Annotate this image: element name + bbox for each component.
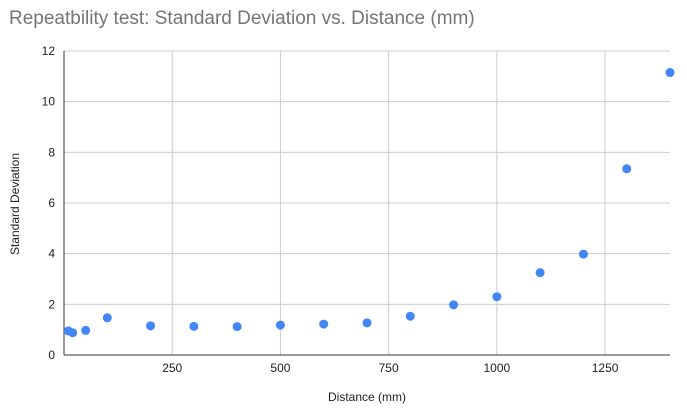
data-points xyxy=(63,68,675,338)
data-point xyxy=(319,319,329,329)
data-point xyxy=(535,268,545,278)
x-tick-label: 250 xyxy=(162,361,182,375)
y-tick-label: 8 xyxy=(48,145,55,159)
y-tick-label: 2 xyxy=(48,297,55,311)
data-point xyxy=(622,164,632,174)
x-tick-label: 750 xyxy=(379,361,399,375)
x-axis-label: Distance (mm) xyxy=(328,390,406,404)
data-point xyxy=(232,322,242,332)
x-tick-label: 500 xyxy=(270,361,290,375)
data-point xyxy=(102,313,112,323)
x-tick-label: 1250 xyxy=(592,361,619,375)
y-tick-label: 0 xyxy=(48,348,55,362)
y-tick-label: 12 xyxy=(42,44,56,58)
y-tick-label: 4 xyxy=(48,247,55,261)
data-point xyxy=(449,300,459,310)
data-point xyxy=(146,321,156,331)
chart-title: Repeatbility test: Standard Deviation vs… xyxy=(9,8,475,29)
y-axis-label: Standard Deviation xyxy=(8,153,22,255)
data-point xyxy=(275,320,285,330)
grid-lines xyxy=(64,50,670,355)
data-point xyxy=(578,249,588,259)
x-tick-label: 1000 xyxy=(484,361,511,375)
y-tick-label: 10 xyxy=(42,95,56,109)
y-tick-label: 6 xyxy=(48,196,55,210)
data-point xyxy=(189,321,199,331)
data-point xyxy=(665,68,675,78)
data-point xyxy=(362,318,372,328)
data-point xyxy=(68,328,78,338)
tick-labels: 0 2 4 6 8 10 12 250 500 750 1000 1250 xyxy=(42,44,619,375)
data-point xyxy=(405,311,415,321)
data-point xyxy=(81,325,91,335)
axes xyxy=(63,51,670,356)
data-point xyxy=(492,292,502,302)
